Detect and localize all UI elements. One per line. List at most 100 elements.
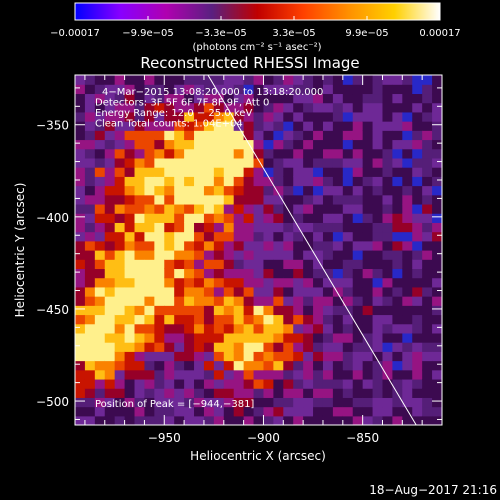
image-pixel xyxy=(184,130,195,141)
image-pixel xyxy=(332,378,344,389)
image-pixel xyxy=(134,176,146,187)
image-pixel xyxy=(422,360,433,371)
image-pixel xyxy=(233,75,245,85)
image-pixel xyxy=(293,93,304,104)
image-pixel xyxy=(164,397,175,408)
image-pixel xyxy=(332,351,344,362)
image-pixel xyxy=(203,176,215,187)
image-pixel xyxy=(233,360,245,371)
image-pixel xyxy=(233,397,245,408)
image-pixel xyxy=(392,360,403,371)
image-pixel xyxy=(332,84,344,95)
image-pixel xyxy=(392,378,403,389)
image-pixel xyxy=(313,203,324,214)
image-pixel xyxy=(233,194,245,205)
image-pixel xyxy=(382,360,394,371)
image-pixel xyxy=(75,305,86,316)
image-pixel xyxy=(75,351,86,362)
image-pixel xyxy=(134,203,146,214)
image-pixel xyxy=(213,231,225,242)
image-pixel xyxy=(402,369,413,380)
image-pixel xyxy=(392,250,403,260)
image-pixel xyxy=(322,369,334,380)
image-pixel xyxy=(342,259,354,270)
image-pixel xyxy=(84,222,96,233)
image-pixel xyxy=(243,406,255,417)
image-pixel xyxy=(114,305,126,316)
image-pixel xyxy=(184,296,195,306)
image-pixel xyxy=(432,305,442,316)
image-pixel xyxy=(144,231,155,242)
image-pixel xyxy=(402,93,413,104)
image-pixel xyxy=(213,130,225,141)
image-pixel xyxy=(184,240,195,251)
image-pixel xyxy=(322,397,334,408)
image-pixel xyxy=(283,286,294,297)
image-pixel xyxy=(94,231,106,242)
image-pixel xyxy=(154,213,165,223)
image-pixel xyxy=(332,240,344,251)
image-pixel xyxy=(223,84,235,95)
image-pixel xyxy=(243,213,255,223)
image-pixel xyxy=(194,222,205,233)
image-pixel xyxy=(164,332,175,343)
image-pixel xyxy=(352,369,364,380)
image-pixel xyxy=(94,296,106,306)
image-pixel xyxy=(422,369,433,380)
image-pixel xyxy=(303,296,314,306)
image-pixel xyxy=(203,360,215,371)
image-pixel xyxy=(293,176,304,187)
image-pixel xyxy=(402,194,413,205)
image-pixel xyxy=(213,296,225,306)
image-pixel xyxy=(313,342,324,352)
image-pixel xyxy=(203,194,215,205)
image-pixel xyxy=(124,111,136,122)
image-pixel xyxy=(352,213,364,223)
image-pixel xyxy=(253,360,265,371)
image-pixel xyxy=(332,259,344,270)
image-pixel xyxy=(184,332,195,343)
image-pixel xyxy=(372,111,384,122)
image-pixel xyxy=(213,75,225,85)
image-pixel xyxy=(233,84,245,95)
image-pixel xyxy=(422,351,433,362)
image-pixel xyxy=(362,323,374,334)
image-pixel xyxy=(412,305,423,316)
image-pixel xyxy=(124,259,136,270)
image-pixel xyxy=(392,185,403,196)
image-pixel xyxy=(293,130,304,141)
image-pixel xyxy=(144,121,155,131)
image-pixel xyxy=(203,148,215,159)
image-pixel xyxy=(283,415,294,425)
image-pixel xyxy=(293,203,304,214)
x-tick-label: −850 xyxy=(346,431,379,445)
image-pixel xyxy=(332,222,344,233)
image-pixel xyxy=(362,378,374,389)
image-pixel xyxy=(392,203,403,214)
image-pixel xyxy=(303,397,314,408)
image-pixel xyxy=(303,360,314,371)
image-pixel xyxy=(174,84,185,95)
image-pixel xyxy=(253,351,265,362)
image-pixel xyxy=(75,176,86,187)
image-pixel xyxy=(194,406,205,417)
image-pixel xyxy=(263,342,274,352)
image-pixel xyxy=(75,213,86,223)
image-pixel xyxy=(104,194,116,205)
image-pixel xyxy=(243,185,255,196)
image-pixel xyxy=(174,157,185,168)
image-pixel xyxy=(372,176,384,187)
image-pixel xyxy=(303,203,314,214)
image-pixel xyxy=(313,102,324,113)
image-pixel xyxy=(412,296,423,306)
image-pixel xyxy=(322,268,334,279)
image-pixel xyxy=(392,176,403,187)
x-tick-label: −900 xyxy=(247,431,280,445)
image-pixel xyxy=(114,176,126,187)
image-pixel xyxy=(422,305,433,316)
image-pixel xyxy=(372,139,384,150)
image-pixel xyxy=(313,314,324,325)
image-pixel xyxy=(283,213,294,223)
image-pixel xyxy=(372,240,384,251)
image-pixel xyxy=(243,351,255,362)
